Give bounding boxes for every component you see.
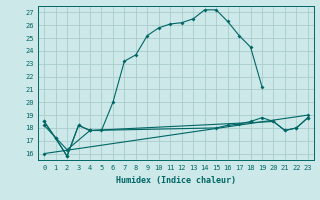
X-axis label: Humidex (Indice chaleur): Humidex (Indice chaleur) bbox=[116, 176, 236, 185]
